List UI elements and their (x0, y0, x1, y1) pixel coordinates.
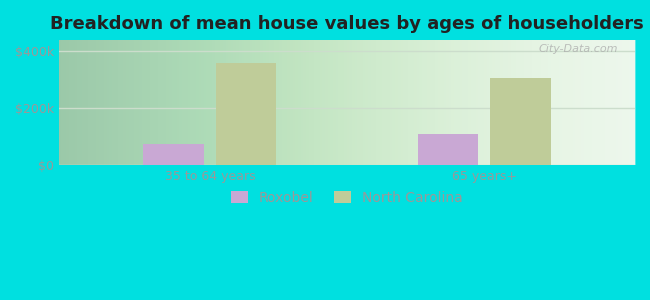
Bar (216, 63, 276, 165)
Title: Breakdown of mean house values by ages of householders: Breakdown of mean house values by ages o… (50, 15, 644, 33)
Text: City-Data.com: City-Data.com (538, 44, 617, 54)
Bar (490, 78, 551, 165)
Bar (418, 134, 478, 165)
Bar (144, 144, 204, 165)
Legend: Roxobel, North Carolina: Roxobel, North Carolina (226, 185, 469, 210)
